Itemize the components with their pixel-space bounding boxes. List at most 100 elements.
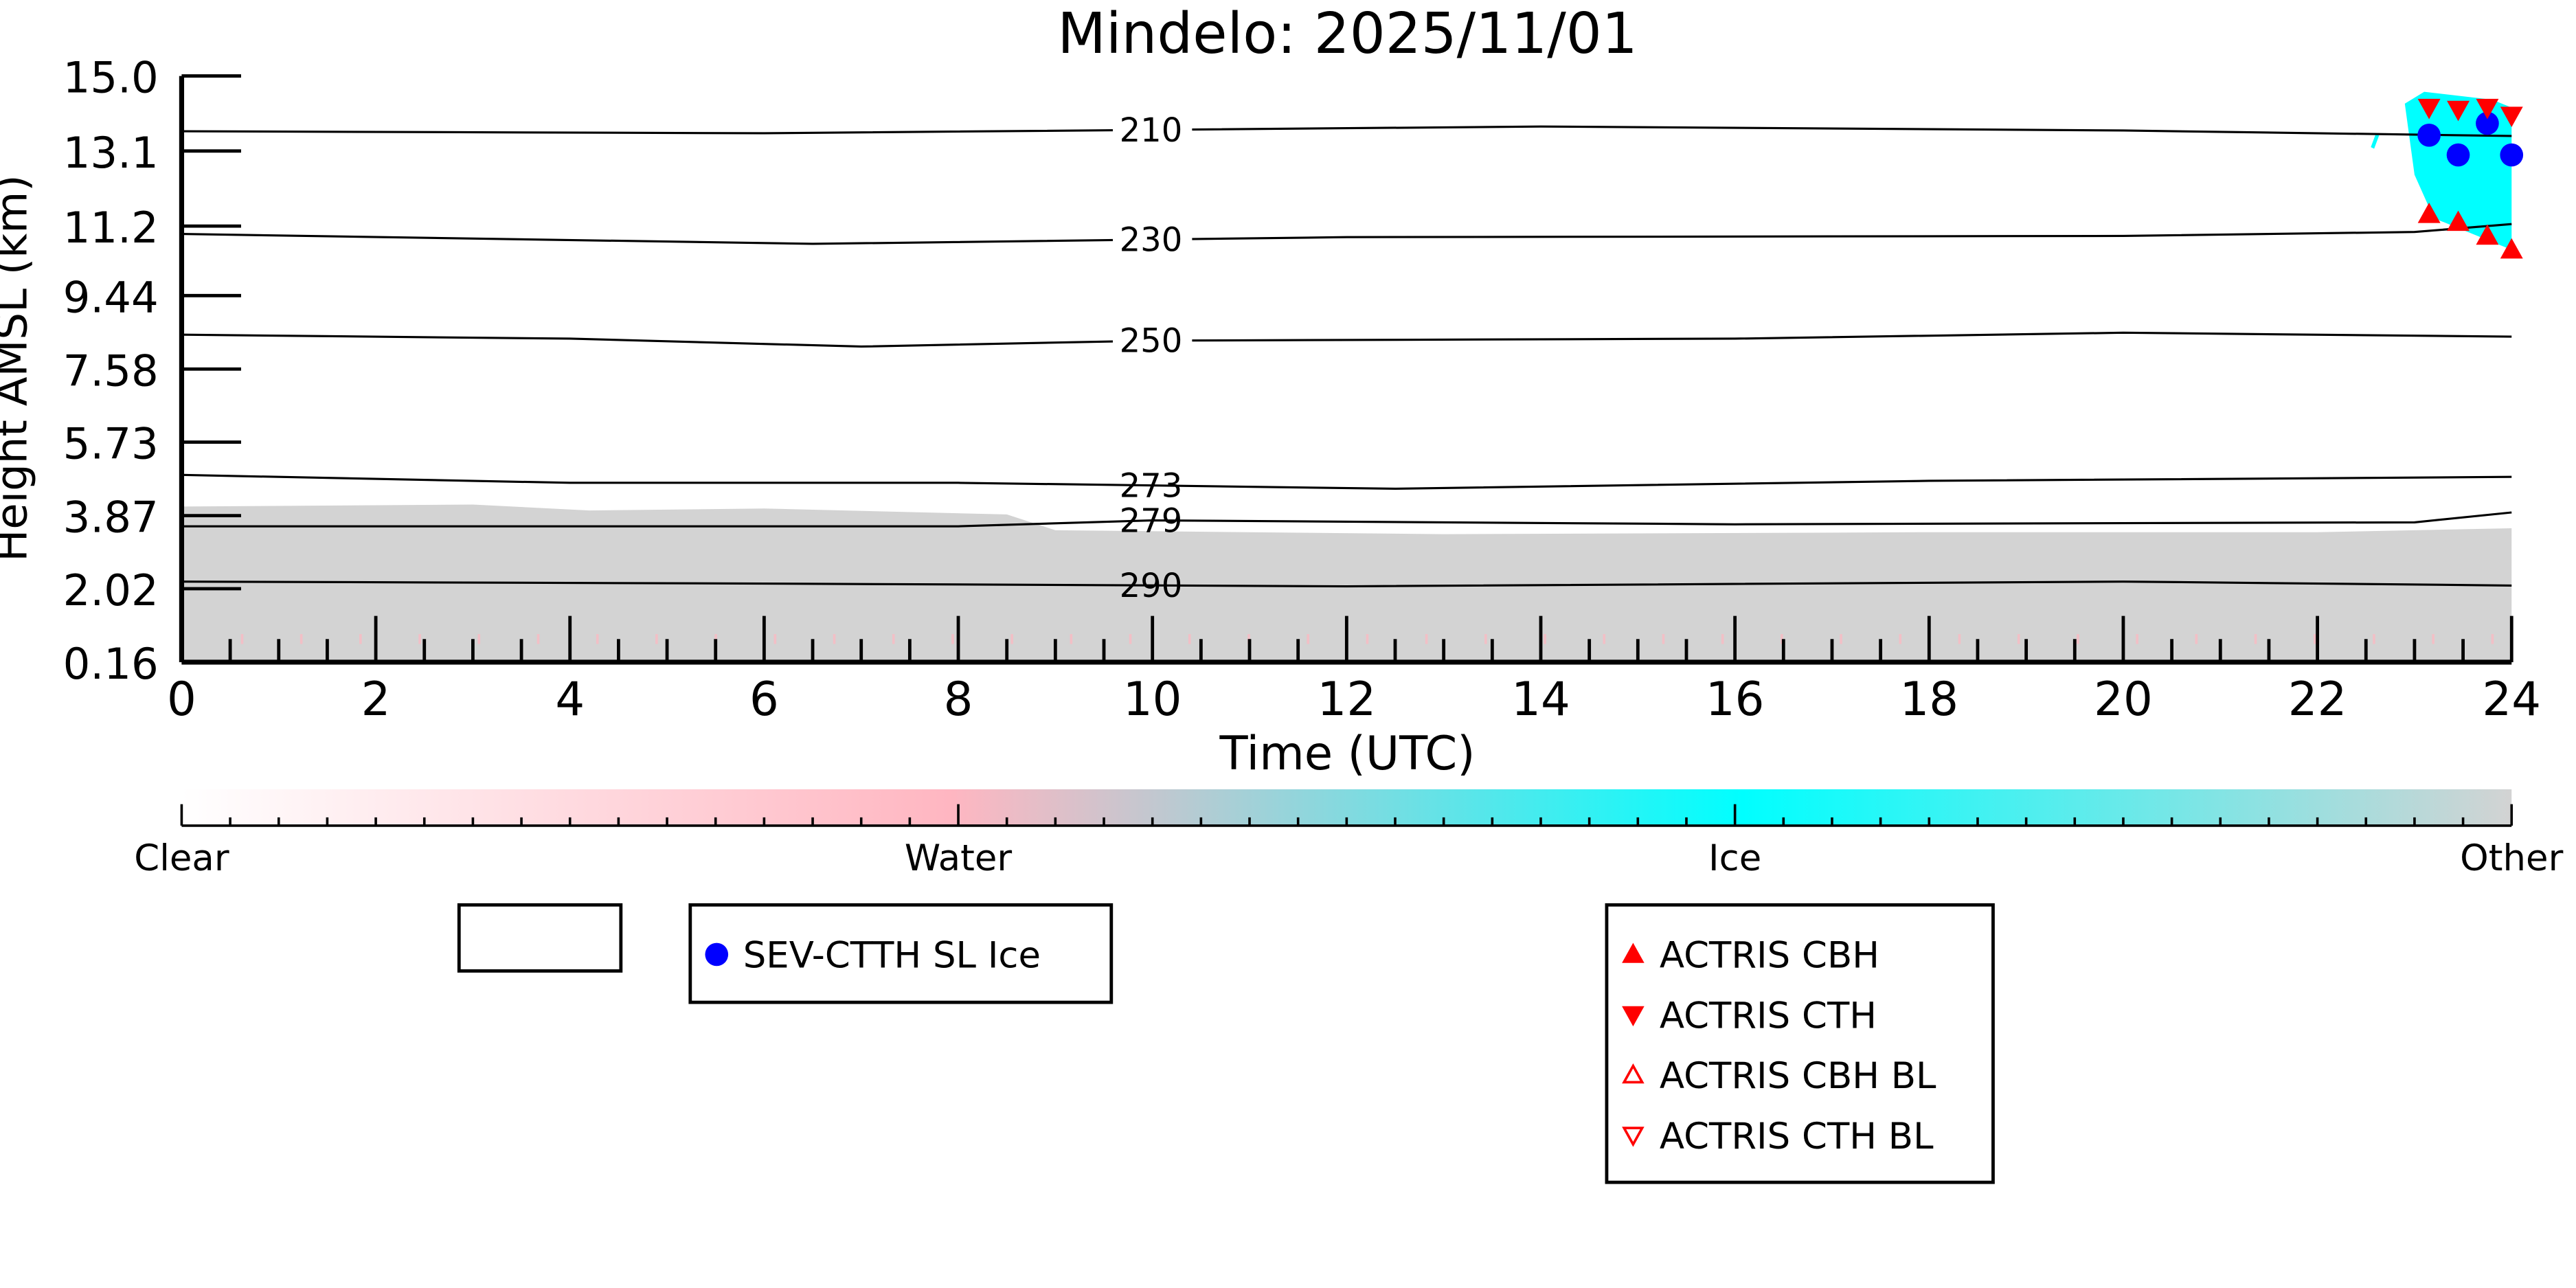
sev-ctth-marker	[2417, 124, 2441, 147]
water-speck	[1366, 634, 1369, 644]
legend-label: SEV-CTTH SL Ice	[743, 935, 1041, 977]
legend-label: ACTRIS CBH	[1660, 935, 1879, 977]
y-tick-label: 13.1	[63, 128, 159, 178]
y-tick-label: 5.73	[63, 419, 159, 469]
sev-ctth-marker	[2500, 143, 2524, 167]
y-tick-label: 0.16	[63, 639, 159, 689]
water-speck	[240, 634, 244, 644]
x-tick-label: 22	[2288, 673, 2347, 726]
plot-area: 2102302502732792900.162.023.875.737.589.…	[63, 53, 2541, 726]
actris-cbh-marker	[2417, 202, 2441, 223]
x-tick-label: 20	[2094, 673, 2153, 726]
water-speck	[1307, 634, 1309, 644]
water-speck	[2017, 634, 2020, 644]
water-speck	[2254, 634, 2257, 644]
actris-cth-marker	[2417, 98, 2441, 120]
actris-cbh-marker	[2447, 210, 2470, 231]
colorbar-label-water: Water	[905, 837, 1013, 879]
contour-line-210	[181, 125, 2512, 137]
sev-ctth-marker	[2446, 143, 2470, 167]
x-tick-label: 12	[1318, 673, 1377, 726]
water-speck	[1840, 634, 1842, 644]
y-tick-label: 3.87	[63, 493, 159, 543]
x-tick-label: 24	[2482, 673, 2541, 726]
actris-cth-marker	[2447, 100, 2470, 122]
water-speck	[2432, 634, 2434, 644]
water-speck	[833, 634, 836, 644]
water-speck	[1781, 634, 1783, 644]
x-tick-label: 10	[1123, 673, 1182, 726]
contour-line-273	[181, 473, 2512, 490]
chart-title: Mindelo: 2025/11/01	[1057, 1, 1637, 67]
water-speck	[1188, 634, 1191, 644]
contour-label: 250	[1120, 322, 1183, 361]
legend-circle-icon	[705, 942, 729, 967]
contour-line-290	[181, 580, 2512, 588]
water-speck	[2313, 634, 2316, 644]
legend-label: ACTRIS CBH BL	[1660, 1055, 1936, 1097]
x-axis-label: Time (UTC)	[1219, 727, 1476, 780]
water-speck	[300, 634, 303, 644]
water-speck	[1544, 634, 1546, 644]
water-speck	[1958, 634, 1961, 644]
water-speck	[2077, 634, 2079, 644]
contour-line-230	[181, 223, 2512, 245]
water-speck	[2491, 634, 2494, 644]
colorbar-label-other: Other	[2460, 837, 2563, 879]
actris-cth-marker	[2500, 106, 2523, 127]
actris-cbh-marker	[2476, 224, 2499, 245]
contour-label: 279	[1120, 501, 1183, 540]
water-speck	[1603, 634, 1606, 644]
water-speck	[477, 634, 481, 644]
contour-label: 273	[1120, 467, 1183, 506]
colorbar: Clear Water Ice Other	[134, 789, 2564, 879]
y-tick-label: 2.02	[63, 565, 159, 615]
legend-label: ACTRIS CTH	[1660, 995, 1877, 1037]
contour-label: 230	[1120, 221, 1183, 260]
water-speck	[951, 634, 954, 644]
sev-ctth-marker	[2476, 111, 2499, 135]
water-speck	[596, 634, 599, 644]
contour-line-250	[181, 331, 2512, 348]
x-tick-label: 16	[1706, 673, 1765, 726]
triangle-up-open-icon	[1622, 1063, 1645, 1084]
x-tick-label: 14	[1511, 673, 1570, 726]
water-speck	[2373, 634, 2375, 644]
contour-label: 290	[1120, 567, 1183, 605]
triangle-down-open-icon	[1622, 1127, 1645, 1147]
legend-box	[688, 903, 1114, 1004]
x-tick-label: 6	[749, 673, 779, 726]
water-speck	[1129, 634, 1132, 644]
water-speck	[1425, 634, 1428, 644]
water-speck	[418, 634, 421, 644]
legend-satellite: SEV-CTTH SL Ice	[688, 903, 1114, 1004]
actris-cth-marker	[2476, 98, 2499, 120]
ice-speck	[2371, 133, 2380, 149]
contour-line-279	[181, 511, 2512, 528]
water-speck	[536, 634, 540, 644]
water-speck	[1899, 634, 1902, 644]
x-tick-label: 2	[361, 673, 391, 726]
water-speck	[892, 634, 895, 644]
water-speck	[1010, 634, 1013, 644]
x-tick-label: 4	[555, 673, 585, 726]
water-speck	[1070, 634, 1073, 644]
y-tick-label: 11.2	[63, 203, 159, 253]
water-speck	[2195, 634, 2198, 644]
colorbar-label-clear: Clear	[134, 837, 229, 879]
contour-label: 210	[1120, 111, 1183, 150]
y-tick-label: 9.44	[63, 272, 159, 322]
x-tick-label: 8	[944, 673, 973, 726]
contour-label-bg	[1112, 225, 1193, 255]
actris-cbh-marker	[2500, 238, 2523, 259]
y-tick-label: 15.0	[63, 53, 159, 103]
triangle-up-icon	[1622, 942, 1645, 963]
legend-label: ACTRIS CTH BL	[1660, 1116, 1934, 1157]
water-speck	[1721, 634, 1724, 644]
x-tick-label: 18	[1899, 673, 1958, 726]
contour-label-bg	[1112, 326, 1193, 356]
water-speck	[655, 634, 658, 644]
y-axis-label: Height AMSL (km)	[0, 174, 36, 561]
water-speck	[773, 634, 777, 644]
